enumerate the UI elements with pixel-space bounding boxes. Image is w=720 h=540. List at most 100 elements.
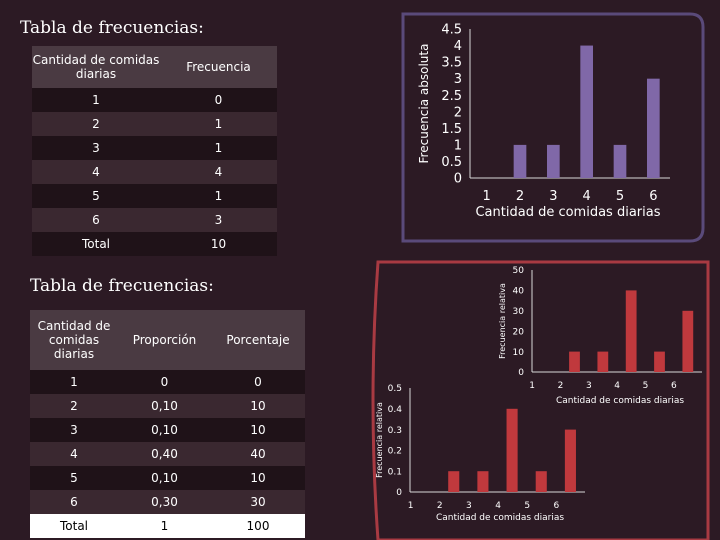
chart1-y-tick-label: 0.5 <box>441 155 462 170</box>
table1-cell: 4 <box>92 165 100 179</box>
chart2-y-tick-label: 0 <box>518 368 524 378</box>
chart1-x-tick-label: 1 <box>483 189 491 204</box>
chart3-x-tick-label: 3 <box>466 501 472 511</box>
chart1-bar <box>613 144 627 178</box>
table2-cell: 0,10 <box>151 423 178 437</box>
chart1-y-tick-label: 0 <box>454 172 462 187</box>
chart2-y-tick-label: 10 <box>513 348 525 358</box>
table1-header-frequency: Frecuencia <box>186 60 251 74</box>
chart1-bar <box>513 144 527 178</box>
table2-cell: 30 <box>250 495 266 509</box>
chart2-bar <box>625 290 637 372</box>
table2-cell: 0,30 <box>151 495 178 509</box>
table-row: 5 1 <box>32 184 277 208</box>
chart1-y-tick-label: 3 <box>454 72 462 87</box>
chart1-bar <box>580 45 593 178</box>
table-row: 5 0,10 10 <box>30 466 305 490</box>
table2-cell: 0 <box>254 375 262 389</box>
proportion-table: Cantidad de comidas diarias Proporción P… <box>30 310 305 538</box>
chart1-y-tick-label: 1 <box>454 138 462 153</box>
table2-cell: 1 <box>160 519 169 533</box>
table2-header-row: Cantidad de comidas diarias Proporción P… <box>30 310 305 370</box>
chart3-y-tick-label: 0.3 <box>388 426 402 436</box>
table-row: 4 0,40 40 <box>30 442 305 466</box>
chart1-y-tick-label: 3.5 <box>441 56 462 71</box>
chart2-bar <box>682 310 694 372</box>
chart2-y-axis-title: Frecuencia relativa <box>498 283 507 359</box>
chart1-x-tick-label: 2 <box>516 189 524 204</box>
table1-cell: 2 <box>92 117 100 131</box>
table2-cell: 10 <box>250 399 266 413</box>
table1-cell: 4 <box>214 165 223 179</box>
table2-header-percentage: Porcentaje <box>226 333 290 347</box>
chart3-y-tick-label: 0.1 <box>388 467 402 477</box>
chart3-x-tick-label: 1 <box>408 501 414 511</box>
table1-cell: 1 <box>214 117 223 131</box>
table2-cell: 3 <box>70 423 78 437</box>
chart1-x-tick-label: 3 <box>549 189 557 204</box>
table2-cell: Total <box>59 519 89 533</box>
table2-cell: 1 <box>70 375 78 389</box>
chart2-x-tick-label: 5 <box>643 381 649 391</box>
chart1-y-tick-label: 1.5 <box>441 122 462 137</box>
table2-cell: 2 <box>70 399 78 413</box>
chart2-bar <box>654 351 665 372</box>
chart3-y-tick-label: 0.2 <box>388 447 402 457</box>
chart2-x-tick-label: 3 <box>586 381 592 391</box>
chart3-bar <box>477 471 489 492</box>
table-row: 1 0 0 <box>30 370 305 394</box>
table2-cell: 40 <box>250 447 266 461</box>
table2-cell: 0,40 <box>151 447 178 461</box>
chart1-x-axis-title: Cantidad de comidas diarias <box>475 205 660 220</box>
chart1-bar <box>547 144 560 178</box>
chart3-x-axis-title: Cantidad de comidas diarias <box>436 513 564 523</box>
table1-cell: 5 <box>92 189 100 203</box>
table1-header-row: Cantidad de comidas diarias Frecuencia <box>32 46 277 88</box>
chart1-y-tick-label: 2.5 <box>441 89 462 104</box>
table-row: 4 4 <box>32 160 277 184</box>
table1-cell: 3 <box>92 141 100 155</box>
table2-cell: 10 <box>250 471 266 485</box>
chart1-x-tick-label: 5 <box>616 189 624 204</box>
chart1-y-tick-label: 4 <box>454 39 462 54</box>
frequency-table: Cantidad de comidas diarias Frecuencia 1… <box>32 46 277 256</box>
table1-header-quantity: Cantidad de comidas diarias <box>32 53 160 81</box>
chart1-y-tick-label: 2 <box>454 105 462 120</box>
table2-cell: 10 <box>250 423 266 437</box>
chart3-bar <box>535 471 547 492</box>
table-row: 3 1 <box>32 136 277 160</box>
chart1-bar <box>647 78 660 178</box>
table-row: 1 0 <box>32 88 277 112</box>
chart1-x-tick-label: 6 <box>649 189 657 204</box>
table-row: 3 0,10 10 <box>30 418 305 442</box>
table1-cell: Total <box>81 237 111 251</box>
table2-cell: 0 <box>160 375 169 389</box>
table1-total-row: Total 10 <box>32 232 277 256</box>
chart2-x-tick-label: 4 <box>614 381 620 391</box>
table1-cell: 3 <box>214 213 223 227</box>
chart2-y-tick-label: 50 <box>513 266 525 276</box>
table2-cell: 5 <box>70 471 78 485</box>
chart3-y-tick-label: 0 <box>396 488 402 498</box>
table1-cell: 10 <box>210 237 227 251</box>
table2-cell: 0,10 <box>151 399 178 413</box>
chart3-x-tick-label: 6 <box>554 501 560 511</box>
chart3-x-tick-label: 4 <box>495 501 501 511</box>
chart2-y-tick-label: 30 <box>513 307 525 317</box>
chart3-y-tick-label: 0.5 <box>388 384 402 394</box>
table-row: 2 0,10 10 <box>30 394 305 418</box>
chart3-bar <box>564 429 576 492</box>
table1-cell: 0 <box>214 93 223 107</box>
chart1-x-tick-label: 4 <box>583 189 591 204</box>
chart3-bar <box>448 471 460 492</box>
table-row: 2 1 <box>32 112 277 136</box>
table-row: 6 0,30 30 <box>30 490 305 514</box>
chart3-y-tick-label: 0.4 <box>388 405 403 415</box>
table2-cell: 4 <box>70 447 78 461</box>
table1-cell: 1 <box>92 93 100 107</box>
chart1-y-axis-title: Frecuencia absoluta <box>417 44 431 164</box>
table2-cell: 100 <box>246 519 270 533</box>
purple-frame <box>401 12 705 243</box>
table-row: 6 3 <box>32 208 277 232</box>
